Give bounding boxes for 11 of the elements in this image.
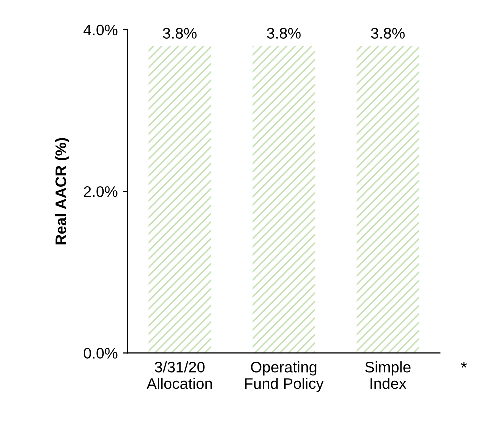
y-tick-label: 4.0% (84, 24, 118, 36)
data-label: 3.8% (371, 28, 405, 39)
y-tick-label: 0.0% (84, 348, 118, 359)
x-tick-label: Simple Index (365, 362, 411, 390)
text: * (461, 362, 468, 368)
x-tick-label: Operating Fund Policy (245, 362, 324, 392)
data-label: 3.8% (163, 28, 197, 39)
x-tick-label: 3/31/20 Allocation (146, 362, 212, 390)
y-axis-title: Real AACR (%) (55, 138, 70, 245)
data-label: 3.8% (267, 28, 301, 39)
y-tick-label: 2.0% (84, 186, 118, 198)
